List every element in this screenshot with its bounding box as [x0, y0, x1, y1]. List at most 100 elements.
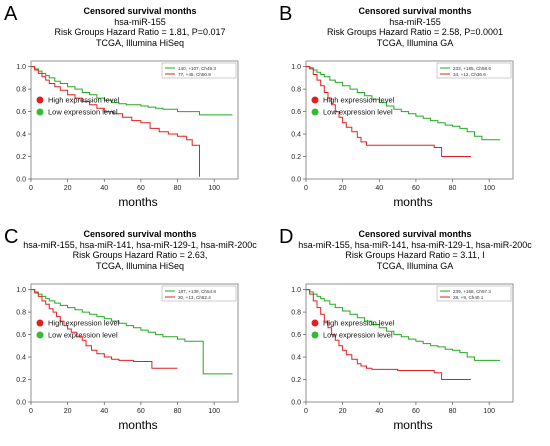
y-tick-label: 0.0	[291, 177, 301, 184]
x-tick-label: 60	[137, 185, 145, 192]
survival-curve	[306, 289, 471, 380]
panel-label: D	[279, 226, 294, 248]
inset-legend-box	[161, 62, 237, 79]
y-tick-label: 0.4	[291, 132, 301, 139]
chart-title: Censored survival months	[83, 6, 197, 16]
y-tick-label: 0.8	[16, 310, 26, 317]
y-tick-label: 0.0	[16, 177, 26, 184]
y-tick-label: 0.8	[291, 87, 301, 94]
inset-legend-box	[436, 62, 512, 79]
chart-subtitle-dataset: TCGA, Illumina GA	[376, 260, 454, 271]
x-tick-label: 20	[64, 408, 72, 415]
y-tick-label: 0.6	[291, 332, 301, 339]
chart-title-block: Censored survival months hsa-miR-155, hs…	[20, 229, 260, 271]
chart-subtitle-hazard: Risk Groups Hazard Ratio = 3.11, I	[345, 250, 485, 260]
legend-dot	[311, 319, 319, 327]
chart-subtitle-hazard: Risk Groups Hazard Ratio = 2.58, P=0.000…	[326, 27, 504, 37]
x-tick-label: 80	[449, 185, 457, 192]
inset-legend-text: 28, +9, Ch40.1	[453, 295, 484, 300]
plot-frame	[30, 60, 239, 180]
y-tick-label: 1.0	[16, 64, 26, 71]
km-chart: 0 20 40 60 80 100 0.0 0.2 0.4 0.6 0.8 1.0 239, +168,…	[291, 283, 514, 415]
x-tick-label: 20	[339, 185, 347, 192]
y-tick-label: 0.8	[16, 87, 26, 94]
panel-c: C Censored survival months hsa-miR-155, …	[0, 223, 275, 446]
inset-legend-text: 30, +13, Ch52.4	[178, 295, 211, 300]
survival-curve	[31, 66, 200, 177]
y-tick-label: 0.2	[16, 377, 26, 384]
plot-frame	[30, 283, 239, 403]
plot-frame	[305, 283, 514, 403]
inset-legend-text: 34, +12, Ch36.6	[453, 72, 486, 77]
x-tick-label: 60	[412, 408, 420, 415]
km-chart: 0 20 40 60 80 100 0.0 0.2 0.4 0.6 0.8 1.0 233, +185,…	[291, 60, 514, 192]
chart-title-block: Censored survival months hsa-miR-155, hs…	[295, 229, 535, 271]
y-tick-label: 0.2	[291, 377, 301, 384]
x-tick-label: 0	[29, 408, 33, 415]
x-axis-label: months	[118, 418, 158, 432]
y-tick-label: 0.4	[16, 355, 26, 362]
inset-legend-text: 233, +185, Ch58.6	[453, 66, 491, 71]
y-tick-label: 0.4	[291, 355, 301, 362]
survival-curve	[306, 66, 471, 157]
x-tick-label: 40	[100, 408, 108, 415]
x-tick-label: 80	[449, 408, 457, 415]
panel-d: D Censored survival months hsa-miR-155, …	[275, 223, 550, 446]
inset-legend-box	[436, 285, 512, 302]
x-tick-label: 40	[375, 185, 383, 192]
x-tick-label: 20	[339, 408, 347, 415]
y-tick-label: 0.6	[16, 332, 26, 339]
x-tick-label: 100	[483, 408, 495, 415]
legend-dot	[311, 96, 319, 104]
x-tick-label: 40	[375, 408, 383, 415]
chart-subtitle-mirna: hsa-miR-155, hsa-miR-141, hsa-miR-129-1,…	[298, 239, 532, 250]
chart-subtitle-hazard: Risk Groups Hazard Ratio = 2.63,	[72, 250, 208, 260]
legend-label: Low expression level	[323, 108, 393, 117]
legend-label: High expression level	[323, 96, 395, 105]
survival-curve	[31, 66, 233, 116]
inset-legend-text: 239, +168, Ch57.3	[453, 289, 491, 294]
km-chart: 0 20 40 60 80 100 0.0 0.2 0.4 0.6 0.8 1.0 187, +139,…	[16, 283, 239, 415]
y-tick-label: 1.0	[291, 64, 301, 71]
legend-label: Low expression level	[323, 331, 393, 340]
chart-title: Censored survival months	[83, 229, 197, 239]
y-tick-label: 1.0	[16, 287, 26, 294]
y-tick-label: 0.6	[291, 109, 301, 116]
y-tick-label: 0.2	[291, 154, 301, 161]
panel-label: B	[279, 3, 293, 25]
survival-curve	[306, 66, 501, 141]
legend-label: Low expression level	[48, 331, 118, 340]
x-axis-label: months	[393, 418, 433, 432]
x-tick-label: 0	[304, 185, 308, 192]
x-tick-label: 20	[64, 185, 72, 192]
legend-dot	[36, 331, 44, 339]
plot-frame	[305, 60, 514, 180]
y-tick-label: 0.0	[16, 400, 26, 407]
legend-label: High expression level	[48, 96, 120, 105]
chart-title-block: Censored survival months hsa-miR-155 Ris…	[20, 6, 260, 48]
panel-label: C	[4, 226, 19, 248]
legend-label: High expression level	[323, 319, 395, 328]
inset-legend-text: 187, +139, Ch54.8	[178, 289, 216, 294]
survival-curve	[31, 289, 233, 375]
chart-subtitle-mirna: hsa-miR-155, hsa-miR-141, hsa-miR-129-1,…	[23, 239, 257, 250]
x-tick-label: 0	[29, 185, 33, 192]
inset-legend-text: 140, +107, Ch49.3	[178, 66, 216, 71]
legend-dot	[311, 108, 319, 116]
panel-label: A	[4, 3, 18, 25]
legend-label: High expression level	[48, 319, 120, 328]
inset-legend-text: 77, +45, Ch50.9	[178, 72, 211, 77]
legend-dot	[36, 319, 44, 327]
x-tick-label: 60	[412, 185, 420, 192]
panel-a: A Censored survival months hsa-miR-155 R…	[0, 0, 275, 223]
chart-title: Censored survival months	[358, 6, 472, 16]
x-tick-label: 0	[304, 408, 308, 415]
y-tick-label: 1.0	[291, 287, 301, 294]
survival-curve	[306, 289, 501, 361]
legend-dot	[36, 96, 44, 104]
legend-label: Low expression level	[48, 108, 118, 117]
chart-subtitle-dataset: TCGA, Illumina GA	[376, 37, 454, 48]
y-tick-label: 0.0	[291, 400, 301, 407]
x-tick-label: 100	[483, 185, 495, 192]
x-tick-label: 80	[174, 185, 182, 192]
